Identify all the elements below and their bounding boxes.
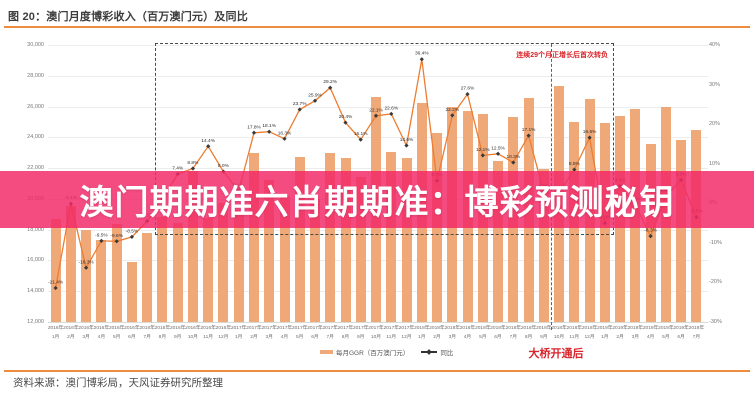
x-tick-label: 2016年 10月: [185, 326, 201, 340]
title-divider: [4, 26, 750, 28]
diamond-marker-icon: [426, 349, 433, 355]
x-tick-label: 2017年 11月: [383, 326, 400, 340]
x-tick-label: 2016年 3月: [78, 326, 94, 340]
line-legend-label: 同比: [440, 350, 454, 357]
x-tick-label: 2017年 10月: [368, 326, 384, 340]
x-tick-label: 2019年 5月: [658, 326, 674, 340]
left-axis-tick: 24,000: [27, 134, 44, 141]
gridline: [48, 322, 708, 323]
x-tick-label: 2016年 6月: [124, 326, 140, 340]
x-tick-label: 2019年 6月: [673, 326, 689, 340]
x-tick-label: 2016年 12月: [215, 326, 232, 340]
x-tick-label: 2018年 11月: [566, 326, 583, 340]
right-axis-tick: -20%: [709, 279, 722, 286]
line-legend-swatch-icon: [421, 349, 438, 355]
x-tick-label: 2017年 5月: [291, 326, 308, 340]
ggr-bar: [126, 262, 137, 322]
ggr-bar: [111, 223, 122, 322]
bar-legend-label: 每月GGR（百万澳门元）: [336, 350, 410, 357]
x-tick-label: 2016年 4月: [93, 326, 110, 340]
x-tick-label: 2018年 2月: [429, 326, 445, 340]
x-tick-label: 2018年 8月: [520, 326, 537, 340]
yoy-marker: [129, 234, 135, 240]
footer-divider: [4, 370, 750, 372]
ggr-bar: [172, 223, 183, 322]
x-tick-label: 2019年 4月: [642, 326, 659, 340]
x-tick-label: 2018年 6月: [490, 326, 506, 340]
growth-turn-negative-note: 连续29个月正增长后首次转负: [516, 52, 608, 59]
x-tick-label: 2017年 8月: [337, 326, 354, 340]
left-axis-tick: 16,000: [27, 257, 44, 264]
x-tick-label: 2016年 1月: [47, 326, 64, 340]
right-axis-tick: 10%: [709, 160, 721, 167]
x-tick-label: 2019年 2月: [612, 326, 628, 340]
x-tick-label: 2019年 1月: [597, 326, 613, 340]
bridge-opening-label: 大桥开通后: [528, 348, 584, 360]
x-tick-label: 2017年 7月: [322, 326, 338, 340]
positive-growth-period-box: [155, 43, 614, 235]
left-axis-tick: 22,000: [27, 165, 44, 172]
source-note: 资料来源：澳门博彩局，天风证券研究所整理: [13, 377, 223, 389]
right-axis-tick: -10%: [709, 239, 722, 246]
ggr-bar: [50, 219, 61, 322]
left-axis-tick: 30,000: [27, 42, 44, 48]
x-tick-label: 2017年 12月: [398, 326, 415, 340]
x-tick-label: 2016年 7月: [139, 326, 155, 340]
right-axis-tick: 20%: [709, 121, 721, 128]
overlay-banner: 澳门期期准六肖期期准：博彩预测秘钥: [0, 171, 754, 228]
figure-title: 图 20：澳门月度博彩收入（百万澳门元）及同比: [8, 11, 248, 23]
x-tick-label: 2018年 5月: [475, 326, 491, 340]
x-tick-label: 2018年 10月: [551, 326, 567, 340]
x-tick-label: 2016年 2月: [63, 326, 79, 340]
left-axis-tick: 28,000: [27, 72, 44, 79]
x-tick-label: 2017年 2月: [246, 326, 262, 340]
right-axis-tick: -30%: [709, 319, 722, 325]
x-tick-label: 2016年 11月: [200, 326, 216, 340]
x-tick-label: 2017年 1月: [230, 326, 247, 340]
x-tick-label: 2018年 4月: [459, 326, 476, 340]
gridline: [48, 45, 708, 46]
x-tick-label: 2017年 3月: [261, 326, 277, 340]
ggr-bar: [676, 140, 687, 322]
x-tick-label: 2019年 7月: [688, 326, 705, 340]
right-axis-tick: 30%: [709, 81, 721, 88]
x-tick-label: 2017年 4月: [276, 326, 293, 340]
bar-legend-swatch-icon: [320, 350, 333, 354]
x-tick-label: 2018年 1月: [414, 326, 430, 340]
x-tick-label: 2017年 9月: [352, 326, 369, 340]
right-axis-tick: 40%: [709, 42, 721, 48]
x-tick-label: 2018年 3月: [444, 326, 461, 340]
x-tick-label: 2016年 5月: [108, 326, 125, 340]
left-axis-tick: 18,000: [27, 226, 44, 233]
x-tick-label: 2018年 9月: [536, 326, 552, 340]
left-axis-tick: 14,000: [27, 288, 44, 295]
overlay-banner-text: 澳门期期准六肖期期准：博彩预测秘钥: [79, 184, 675, 222]
yoy-point-label: -9.5%: [95, 232, 108, 238]
x-tick-label: 2016年 8月: [154, 326, 171, 340]
ggr-bar: [142, 233, 153, 322]
x-tick-label: 2017年 6月: [307, 326, 323, 340]
ggr-bar: [96, 239, 107, 322]
left-axis-tick: 12,000: [27, 319, 44, 325]
left-axis-tick: 26,000: [27, 103, 44, 110]
x-tick-label: 2018年 7月: [505, 326, 522, 340]
x-tick-label: 2016年 9月: [169, 326, 186, 340]
chart-legend: 每月GGR（百万澳门元） 同比: [320, 347, 453, 357]
x-tick-label: 2018年 12月: [581, 326, 598, 340]
x-tick-label: 2019年 3月: [627, 326, 644, 340]
ggr-bar: [81, 230, 92, 322]
